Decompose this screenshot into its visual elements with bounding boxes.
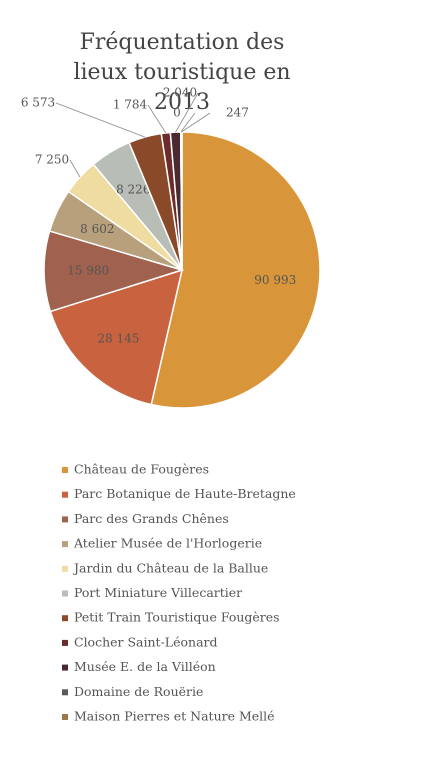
data-label: 247: [226, 106, 249, 120]
legend-label: Petit Train Touristique Fougères: [74, 610, 280, 625]
legend-swatch: [62, 467, 68, 473]
pie-slice: [150, 131, 321, 409]
pie-slice: [43, 230, 185, 313]
legend-swatch: [62, 565, 68, 572]
data-label: 6 573: [21, 96, 55, 110]
legend-label: Port Miniature Villecartier: [74, 585, 242, 600]
legend-label: Jardin du Château de la Ballue: [72, 560, 268, 575]
legend-label: Musée E. de la Villéon: [74, 659, 216, 674]
data-label: 8 226: [116, 182, 150, 196]
leader-line: [180, 112, 196, 133]
legend-label: Atelier Musée de l'Horlogerie: [73, 536, 262, 551]
legend-swatch: [62, 639, 68, 646]
legend-swatch: [62, 590, 68, 597]
legend-label: Château de Fougères: [74, 462, 209, 477]
legend-swatch: [62, 615, 68, 622]
legend-swatch: [62, 689, 68, 696]
legend-label: Domaine de Rouërie: [74, 684, 203, 699]
legend-label: Maison Pierres et Nature Mellé: [74, 709, 275, 724]
leader-line: [175, 92, 199, 133]
legend-swatch: [62, 516, 68, 523]
leader-line: [147, 104, 167, 134]
data-label: 7 250: [35, 153, 69, 167]
legend-label: Clocher Saint-Léonard: [74, 634, 218, 649]
data-label: 0: [173, 106, 181, 120]
legend-swatch: [62, 541, 68, 548]
data-label: 15 980: [67, 263, 109, 277]
chart-title: Fréquentation des lieux touristique en 2…: [73, 30, 291, 115]
pie-slice: [49, 268, 184, 406]
data-label: 28 145: [97, 331, 139, 345]
data-label: 8 602: [80, 222, 114, 236]
data-label: 2 040: [163, 86, 197, 100]
data-label: 1 784: [113, 98, 148, 112]
legend-swatch: [62, 664, 68, 671]
legend-label: Parc des Grands Chênes: [74, 511, 229, 526]
legend-label: Parc Botanique de Haute-Bretagne: [74, 486, 296, 501]
legend-swatch: [62, 491, 68, 498]
leader-line: [55, 102, 146, 138]
data-label: 90 993: [254, 273, 296, 287]
leader-line: [69, 159, 81, 178]
leader-line: [181, 112, 211, 133]
legend-swatch: [62, 714, 68, 720]
